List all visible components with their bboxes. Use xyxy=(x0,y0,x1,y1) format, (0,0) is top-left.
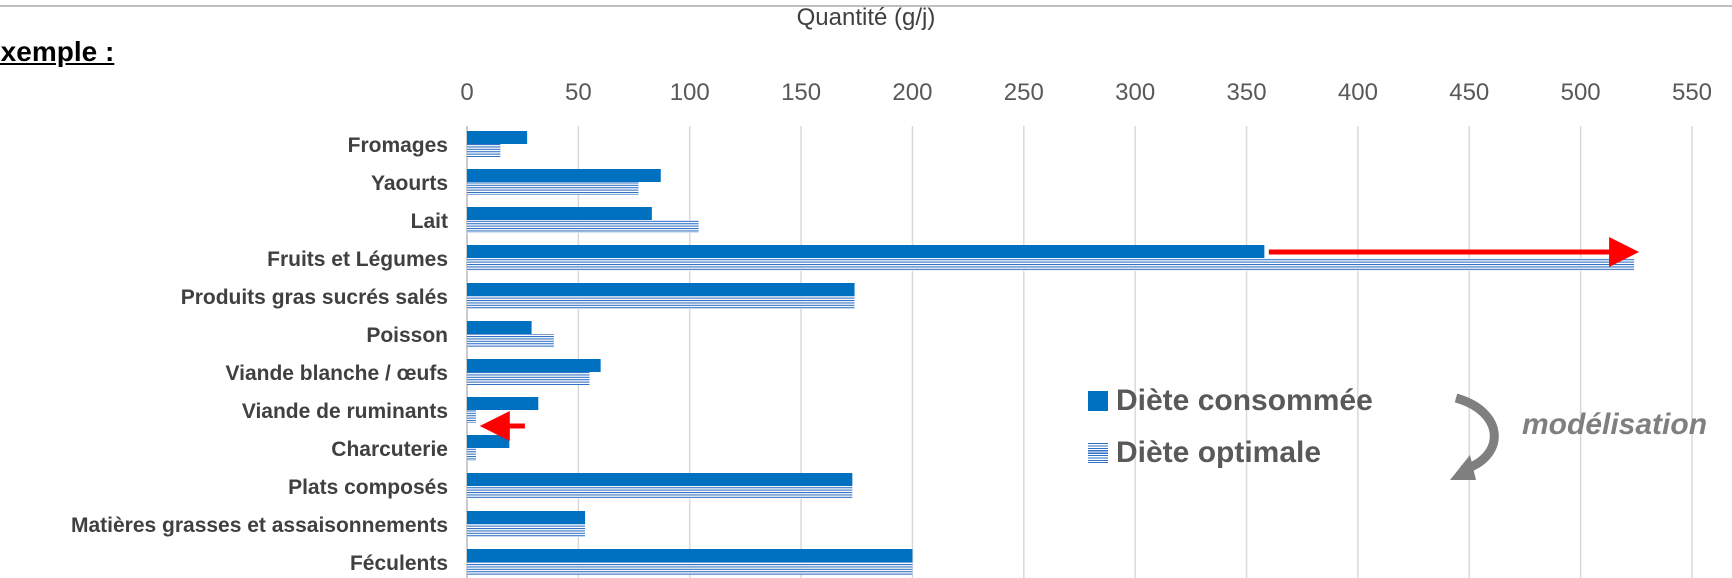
bar-consumed-viande-blanche-ufs xyxy=(467,359,601,372)
x-tick-label: 250 xyxy=(1004,79,1044,106)
category-label-viande-de-ruminants: Viande de ruminants xyxy=(242,400,448,423)
bar-consumed-charcuterie xyxy=(467,435,510,448)
category-label-yaourts: Yaourts xyxy=(371,172,448,195)
x-tick-label: 150 xyxy=(781,79,821,106)
category-label-lait: Lait xyxy=(411,210,448,233)
example-heading: Exemple : xyxy=(0,36,115,67)
category-label-produits-gras-sucres-sales: Produits gras sucrés salés xyxy=(181,286,448,309)
x-tick-label: 450 xyxy=(1449,79,1489,106)
bar-optimal-fromages xyxy=(467,144,501,157)
bar-optimal-plats-composes xyxy=(467,486,853,499)
x-axis-ticks: 0 50 100 150 200 250 300 350 400 450 500 550 xyxy=(460,79,1712,106)
bar-optimal-matieres-grasses-et-assaisonnements xyxy=(467,524,586,537)
bar-consumed-plats-composes xyxy=(467,473,853,486)
x-tick-label: 0 xyxy=(460,79,473,106)
bar-consumed-feculents xyxy=(467,549,913,562)
category-label-plats-composes: Plats composés xyxy=(288,476,448,499)
bar-consumed-fromages xyxy=(467,131,528,144)
bar-consumed-viande-de-ruminants xyxy=(467,397,539,410)
bar-optimal-yaourts xyxy=(467,182,639,195)
x-tick-label: 500 xyxy=(1561,79,1601,106)
bar-consumed-matieres-grasses-et-assaisonnements xyxy=(467,511,586,524)
legend-label-consumed: Diète consommée xyxy=(1116,384,1373,417)
legend-swatch-hatched xyxy=(1088,443,1108,463)
bars xyxy=(467,131,1635,575)
modelisation-label: modélisation xyxy=(1522,408,1708,441)
legend-item-consumed: Diète consommée xyxy=(1088,384,1373,418)
x-tick-label: 300 xyxy=(1115,79,1155,106)
category-labels: Fromages Yaourts Lait Fruits et Légumes Prod… xyxy=(71,134,448,575)
x-tick-label: 100 xyxy=(670,79,710,106)
legend: Diète consommée Diète optimale xyxy=(1088,384,1373,488)
modelisation-curved-arrow xyxy=(1450,393,1499,480)
gridlines xyxy=(466,126,1693,578)
legend-swatch-solid xyxy=(1088,391,1108,411)
bar-optimal-charcuterie xyxy=(467,448,476,461)
category-label-charcuterie: Charcuterie xyxy=(331,438,448,461)
x-tick-label: 550 xyxy=(1672,79,1712,106)
bar-optimal-fruits-et-legumes xyxy=(467,258,1635,271)
bar-consumed-yaourts xyxy=(467,169,661,182)
category-label-feculents: Féculents xyxy=(350,552,448,575)
bar-optimal-viande-de-ruminants xyxy=(467,410,476,423)
category-label-fruits-et-legumes: Fruits et Légumes xyxy=(267,248,448,271)
category-label-viande-blanche-ufs: Viande blanche / œufs xyxy=(226,362,449,385)
top-rule xyxy=(0,5,1732,7)
bar-optimal-feculents xyxy=(467,562,913,575)
bar-optimal-poisson xyxy=(467,334,554,347)
x-tick-label: 200 xyxy=(892,79,932,106)
curved-arrow-icon xyxy=(1454,393,1499,475)
category-label-matieres-grasses-et-assaisonnements: Matières grasses et assaisonnements xyxy=(71,514,448,537)
category-label-fromages: Fromages xyxy=(348,134,448,157)
bar-consumed-poisson xyxy=(467,321,532,334)
curved-arrow-head-icon xyxy=(1450,455,1476,480)
bar-consumed-produits-gras-sucres-sales xyxy=(467,283,855,296)
x-axis-title: Quantité (g/j) xyxy=(796,4,936,31)
x-tick-label: 50 xyxy=(565,79,592,106)
x-tick-label: 400 xyxy=(1338,79,1378,106)
bar-consumed-lait xyxy=(467,207,652,220)
x-tick-label: 350 xyxy=(1227,79,1267,106)
bar-optimal-viande-blanche-ufs xyxy=(467,372,590,385)
annotation-arrows xyxy=(479,237,1640,441)
bar-optimal-produits-gras-sucres-sales xyxy=(467,296,855,309)
bar-consumed-fruits-et-legumes xyxy=(467,245,1265,258)
bar-optimal-lait xyxy=(467,220,699,233)
legend-label-optimal: Diète optimale xyxy=(1116,436,1322,469)
category-label-poisson: Poisson xyxy=(366,324,448,347)
legend-item-optimal: Diète optimale xyxy=(1088,436,1373,470)
